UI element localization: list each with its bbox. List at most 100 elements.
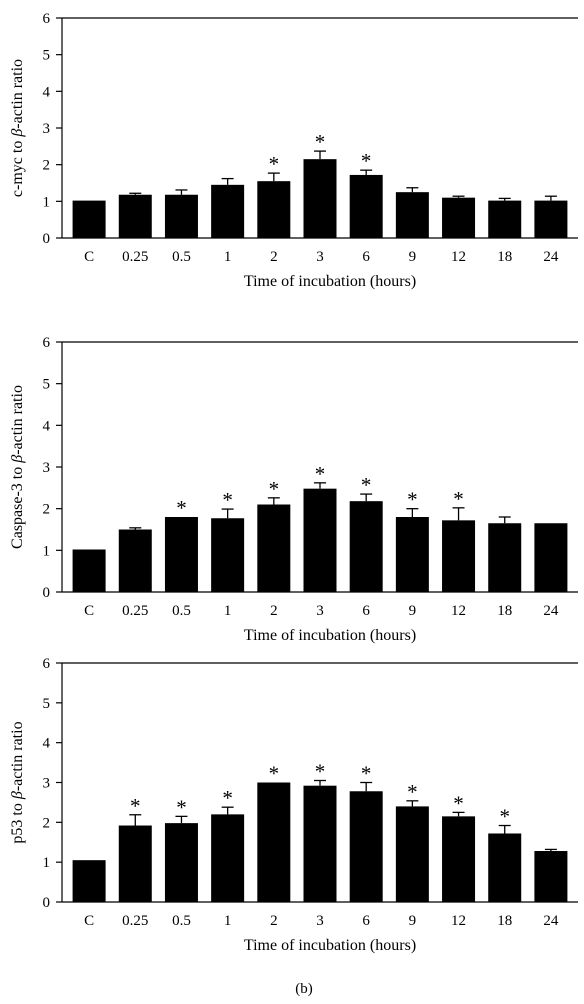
- significance-star: *: [361, 149, 372, 173]
- bar: [118, 529, 152, 592]
- significance-star: *: [269, 477, 280, 501]
- x-tick-label: 0.5: [172, 603, 191, 619]
- bar: [72, 200, 106, 238]
- significance-star: *: [315, 130, 326, 154]
- bar: [211, 184, 245, 238]
- x-tick-label: 3: [316, 913, 324, 929]
- y-tick-label: 6: [43, 11, 51, 27]
- x-tick-label: 18: [497, 603, 512, 619]
- significance-star: *: [453, 487, 464, 511]
- y-tick-label: 1: [43, 855, 51, 871]
- x-tick-label: 2: [270, 603, 278, 619]
- y-axis-title-symbol: β: [9, 129, 26, 138]
- y-tick-label: 3: [43, 776, 51, 792]
- bar: [488, 523, 522, 592]
- bar: [534, 200, 568, 238]
- bar: [303, 785, 337, 902]
- significance-star: *: [361, 473, 372, 497]
- bar: [395, 192, 429, 238]
- y-tick-label: 6: [43, 656, 51, 672]
- bar: [488, 200, 522, 238]
- significance-star: *: [453, 791, 464, 815]
- y-axis-title-suffix: -actin ratio: [9, 721, 26, 791]
- x-tick-label: 9: [409, 249, 417, 265]
- significance-star: *: [315, 760, 326, 784]
- y-tick-label: 4: [43, 84, 51, 100]
- x-tick-label: 0.5: [172, 249, 191, 265]
- y-tick-label: 3: [43, 121, 51, 137]
- y-tick-label: 2: [43, 158, 51, 174]
- y-axis-title-prefix: p53 to: [9, 799, 26, 843]
- bar: [488, 833, 522, 902]
- significance-star: *: [222, 488, 233, 512]
- x-tick-label: 0.25: [122, 603, 148, 619]
- y-tick-label: 6: [43, 335, 51, 351]
- y-tick-label: 5: [43, 48, 51, 64]
- x-tick-label: 12: [451, 603, 466, 619]
- y-axis-title-suffix: -actin ratio: [9, 385, 26, 455]
- x-tick-label: 1: [224, 249, 232, 265]
- y-axis-title-prefix: Caspase-3 to: [9, 463, 26, 549]
- bar: [257, 782, 291, 902]
- bar: [442, 816, 476, 902]
- bar: [211, 814, 245, 902]
- bar: [72, 860, 106, 902]
- bar: [349, 791, 383, 902]
- y-axis-title-prefix: c-myc to: [9, 137, 26, 197]
- x-tick-label: 18: [497, 249, 512, 265]
- bar: [118, 194, 152, 238]
- x-tick-label: 24: [543, 249, 559, 265]
- bar: [349, 501, 383, 592]
- bar: [72, 549, 106, 592]
- y-tick-label: 5: [43, 696, 51, 712]
- significance-star: *: [269, 152, 280, 176]
- significance-star: *: [499, 805, 510, 829]
- significance-star: *: [176, 496, 187, 520]
- y-tick-label: 1: [43, 543, 51, 559]
- x-tick-label: 1: [224, 603, 232, 619]
- bar: [303, 488, 337, 592]
- bar: [349, 174, 383, 238]
- bar: [534, 523, 568, 592]
- x-tick-label: C: [84, 249, 94, 265]
- x-tick-label: 2: [270, 249, 278, 265]
- y-axis-title: p53 to β-actin ratio: [9, 721, 26, 843]
- bar: [164, 823, 198, 902]
- y-axis-title: Caspase-3 to β-actin ratio: [9, 385, 26, 549]
- x-tick-label: 0.25: [122, 249, 148, 265]
- x-tick-label: 9: [409, 913, 417, 929]
- significance-star: *: [176, 795, 187, 819]
- y-axis-title: c-myc to β-actin ratio: [9, 59, 26, 197]
- y-tick-label: 3: [43, 460, 51, 476]
- x-tick-label: 12: [451, 249, 466, 265]
- bar: [164, 194, 198, 238]
- significance-star: *: [361, 762, 372, 786]
- x-tick-label: 3: [316, 249, 324, 265]
- x-axis-title: Time of incubation (hours): [244, 627, 416, 644]
- bar: [395, 517, 429, 592]
- significance-star: *: [407, 780, 418, 804]
- bar: [534, 851, 568, 902]
- bar: [257, 504, 291, 592]
- x-axis-title: Time of incubation (hours): [244, 937, 416, 954]
- bar: [442, 197, 476, 238]
- y-tick-label: 4: [43, 736, 51, 752]
- x-tick-label: 9: [409, 603, 417, 619]
- y-axis-title-symbol: β: [9, 791, 26, 800]
- x-tick-label: 18: [497, 913, 512, 929]
- y-tick-label: 1: [43, 194, 51, 210]
- bar: [164, 517, 198, 592]
- x-tick-label: 0.25: [122, 913, 148, 929]
- x-tick-label: 12: [451, 913, 466, 929]
- x-tick-label: 24: [543, 913, 559, 929]
- significance-star: *: [269, 762, 280, 786]
- y-axis-title-symbol: β: [9, 455, 26, 464]
- significance-star: *: [222, 786, 233, 810]
- significance-star: *: [315, 462, 326, 486]
- y-tick-label: 0: [43, 585, 51, 601]
- x-tick-label: 24: [543, 603, 559, 619]
- x-tick-label: 6: [362, 249, 370, 265]
- y-tick-label: 0: [43, 231, 51, 247]
